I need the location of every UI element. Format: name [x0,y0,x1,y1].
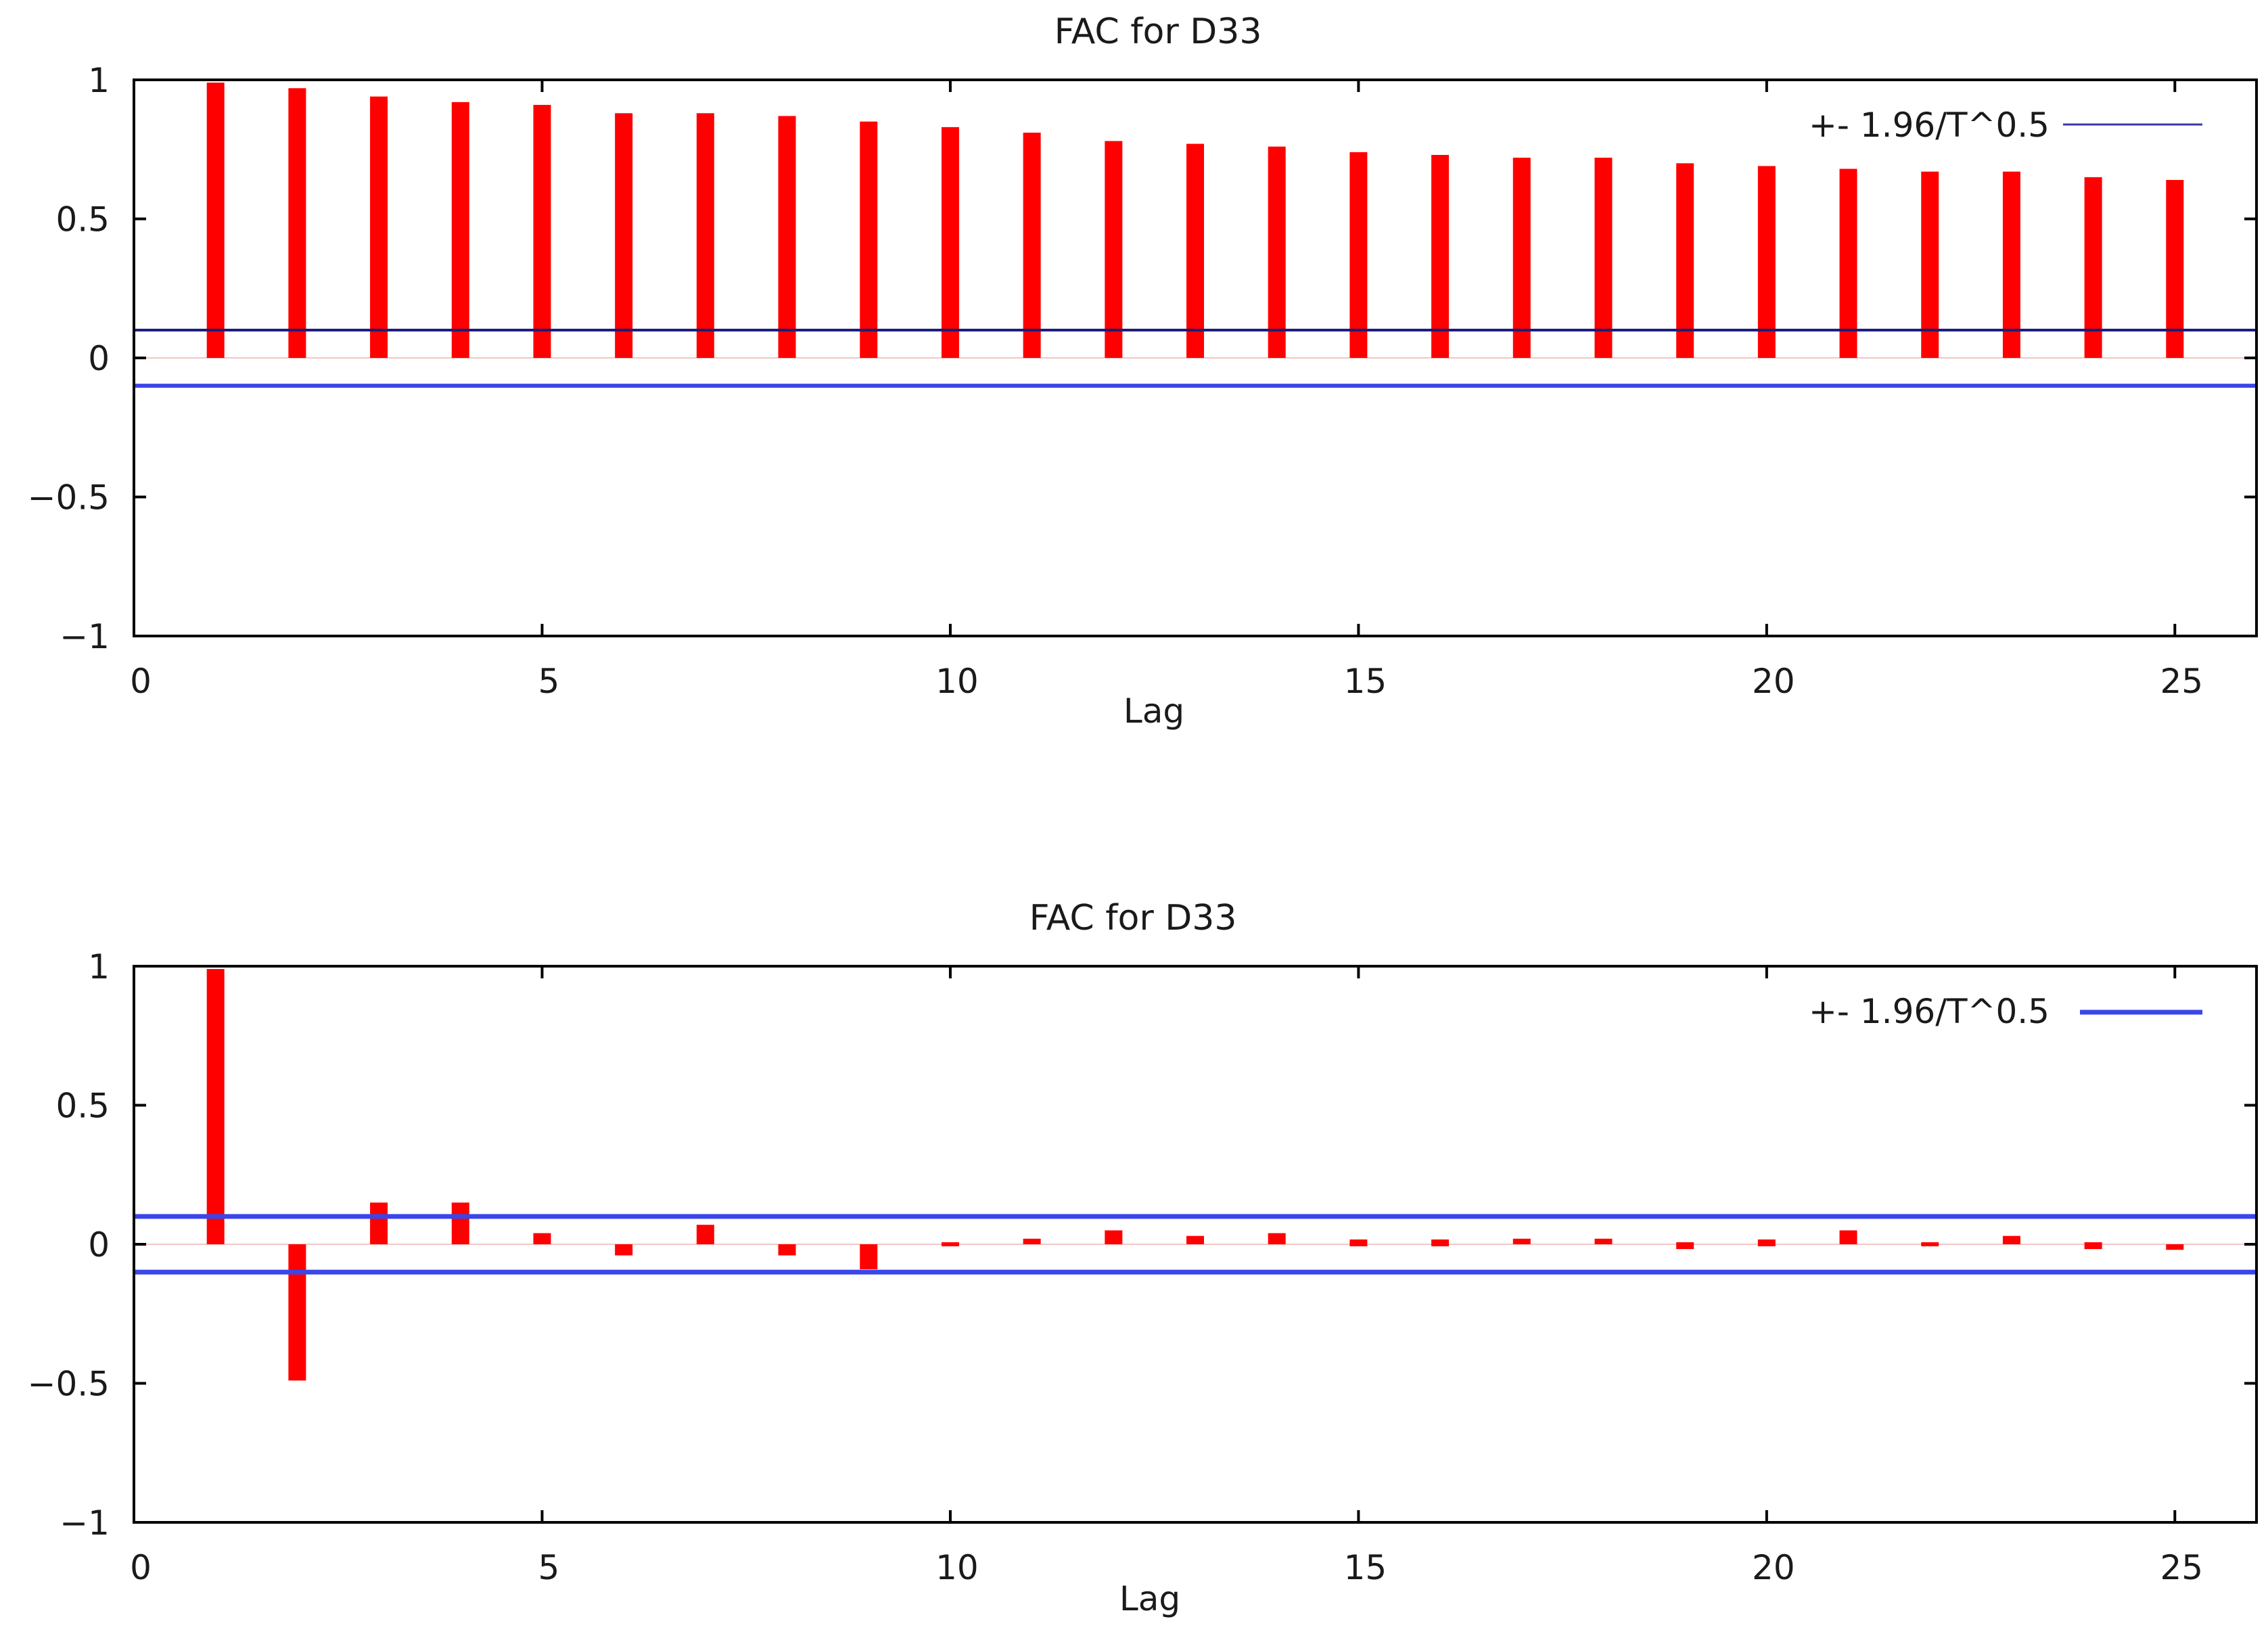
acf-bar-lag-10 [941,127,959,358]
acf-bar-lag-14 [1268,146,1286,358]
acf-bar-lag-25 [2166,1244,2184,1250]
acf-bar-lag-4 [451,101,469,358]
acf-bar-lag-3 [370,1202,388,1244]
acf-bar-lag-13 [1186,1235,1204,1244]
chart-title: FAC for D33 [1055,12,1262,52]
y-tick-label: 0 [88,339,110,378]
acf-bar-lag-4 [451,1202,469,1244]
confidence-band [134,1214,2257,1275]
acf-bar-lag-20 [1757,1239,1776,1246]
bar-series [134,969,2257,1381]
acf-bar-lag-18 [1594,158,1613,358]
acf-bar-lag-6 [615,1244,633,1256]
y-tick-label: −1 [60,1503,110,1543]
acf-bar-lag-2 [288,88,306,358]
acf-panel-bottom: FAC for D33 Lag +- 1.96/T^0.5 0 5 10 15 20 25… [28,898,2258,1618]
x-tick-label: 20 [1752,662,1795,701]
y-tick-label: 1 [88,61,110,100]
acf-bar-lag-7 [696,1225,714,1244]
y-tick-label: −0.5 [28,478,110,518]
acf-bar-lag-19 [1676,1242,1694,1250]
acf-bar-lag-23 [2002,171,2020,358]
y-tick-label: 1 [88,947,110,986]
x-tick-label: 0 [130,1548,152,1587]
acf-bar-lag-21 [1839,168,1857,358]
acf-bar-lag-14 [1268,1233,1286,1244]
acf-bar-lag-21 [1839,1230,1857,1244]
legend-label: +- 1.96/T^0.5 [1809,106,2050,145]
acf-bar-lag-11 [1023,133,1041,358]
x-tick-label: 10 [935,1548,979,1587]
acf-bar-lag-16 [1431,154,1450,358]
acf-bar-lag-20 [1757,166,1776,358]
legend-label: +- 1.96/T^0.5 [1809,992,2050,1031]
acf-bar-lag-17 [1512,158,1531,358]
x-tick-label: 15 [1344,662,1387,701]
acf-bar-lag-9 [860,121,878,358]
acf-bar-lag-1 [206,83,225,359]
acf-bar-lag-16 [1431,1239,1450,1246]
x-axis-label: Lag [1124,691,1184,731]
acf-bar-lag-22 [1921,1242,1939,1246]
y-tick-label: 0.5 [55,1087,110,1126]
acf-bar-lag-7 [696,113,714,358]
acf-bar-lag-15 [1349,1239,1368,1246]
acf-bar-lag-10 [941,1242,959,1246]
axes: 0 5 10 15 20 25 1 0.5 0 −0.5 −1 [28,947,2258,1587]
x-tick-label: 15 [1344,1548,1387,1587]
acf-bar-lag-15 [1349,152,1368,359]
x-tick-label: 0 [130,662,152,701]
acf-panel-top: FAC for D33 Lag +- 1.96/T^0.5 0 5 10 15 20 25… [28,12,2258,731]
y-tick-label: −0.5 [28,1365,110,1404]
bar-series [134,83,2257,359]
acf-bar-lag-5 [533,1233,551,1244]
acf-bar-lag-8 [778,1244,796,1256]
y-tick-label: 0 [88,1225,110,1265]
acf-bar-lag-25 [2166,179,2184,358]
acf-bar-lag-12 [1105,1230,1123,1244]
x-tick-label: 10 [935,662,979,701]
confidence-band [134,328,2257,388]
acf-bar-lag-8 [778,116,796,358]
acf-bar-lag-13 [1186,143,1204,358]
acf-bar-lag-18 [1594,1238,1613,1244]
acf-bar-lag-17 [1512,1238,1531,1244]
acf-bar-lag-6 [615,113,633,358]
y-tick-label: 0.5 [55,200,110,240]
acf-bar-lag-22 [1921,171,1939,358]
acf-bar-lag-24 [2084,1242,2102,1250]
acf-bar-lag-3 [370,96,388,358]
x-axis-label: Lag [1119,1579,1180,1618]
acf-bar-lag-19 [1676,163,1694,359]
axes: 0 5 10 15 20 25 1 0.5 0 −0.5 −1 [28,61,2258,701]
chart-title: FAC for D33 [1029,898,1237,938]
acf-bar-lag-1 [206,969,225,1244]
acf-bar-lag-23 [2002,1235,2020,1244]
acf-bar-lag-11 [1023,1238,1041,1244]
acf-bar-lag-2 [288,1244,306,1381]
x-tick-label: 5 [538,1548,560,1587]
x-tick-label: 25 [2160,662,2203,701]
acf-bar-lag-12 [1105,141,1123,359]
acf-bar-lag-24 [2084,177,2102,358]
y-tick-label: −1 [60,617,110,656]
acf-bar-lag-5 [533,104,551,359]
acf-bar-lag-9 [860,1244,878,1269]
x-tick-label: 25 [2160,1548,2203,1587]
x-tick-label: 5 [538,662,560,701]
x-tick-label: 20 [1752,1548,1795,1587]
